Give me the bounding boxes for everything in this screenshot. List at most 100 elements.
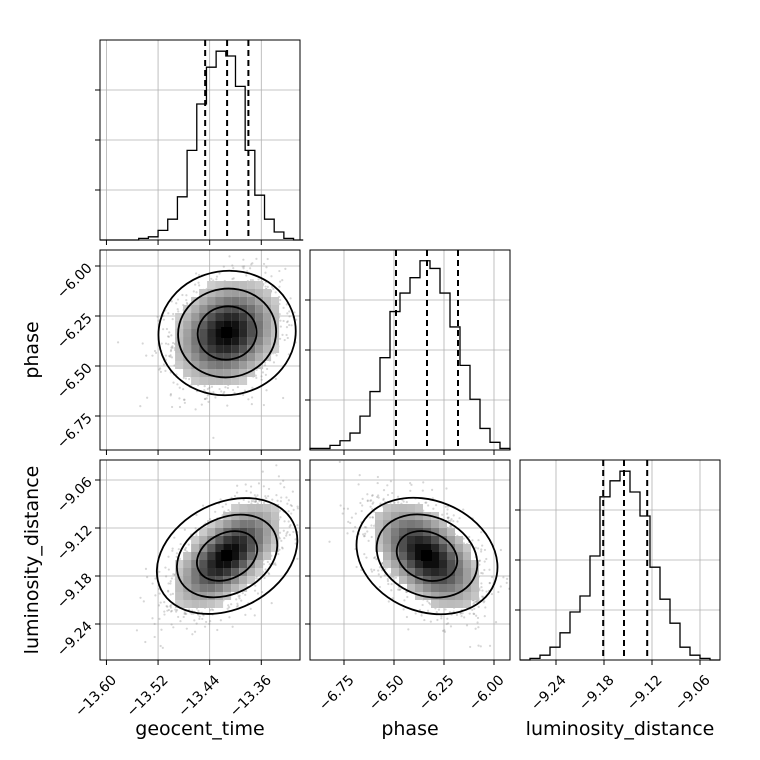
scatter-point bbox=[185, 612, 188, 615]
density-cell bbox=[231, 345, 240, 353]
scatter-point bbox=[250, 396, 254, 399]
density-cell bbox=[183, 345, 192, 353]
scatter-point bbox=[214, 396, 217, 399]
scatter-point bbox=[379, 502, 382, 505]
scatter-point bbox=[173, 364, 176, 367]
scatter-point bbox=[202, 614, 205, 617]
scatter-point bbox=[198, 615, 201, 618]
y-tick-label-phase: −6.75 bbox=[54, 410, 96, 452]
density-cell bbox=[431, 600, 439, 608]
scatter-point bbox=[371, 516, 375, 519]
scatter-point bbox=[228, 616, 231, 619]
scatter-point bbox=[405, 615, 409, 619]
scatter-point bbox=[161, 646, 164, 649]
scatter-point bbox=[376, 475, 379, 479]
scatter-point bbox=[169, 580, 172, 583]
scatter-point bbox=[270, 601, 273, 605]
scatter-point bbox=[267, 487, 271, 491]
scatter-point bbox=[429, 620, 432, 623]
density-cell bbox=[255, 329, 264, 337]
scatter-point bbox=[446, 512, 449, 515]
density-cell bbox=[255, 560, 264, 568]
hist-panel-geocent_time bbox=[95, 39, 304, 245]
scatter-point bbox=[301, 347, 303, 349]
y-tick-label-luminosity_distance: −9.18 bbox=[54, 570, 96, 612]
scatter-point bbox=[224, 386, 227, 389]
scatter-point bbox=[474, 546, 477, 549]
density-cell bbox=[431, 584, 439, 592]
scatter-point bbox=[173, 536, 176, 539]
scatter-point bbox=[446, 516, 449, 519]
density-cell bbox=[439, 544, 447, 552]
scatter-point bbox=[178, 557, 181, 561]
scatter-point bbox=[274, 563, 277, 567]
scatter-point bbox=[369, 499, 372, 502]
x-tick-label-geocent_time: −13.52 bbox=[124, 672, 172, 720]
scatter-point bbox=[289, 524, 292, 527]
scatter-point bbox=[288, 315, 291, 318]
density-cell bbox=[407, 560, 415, 568]
contour-2 bbox=[355, 496, 499, 616]
scatter-point bbox=[228, 606, 231, 609]
scatter-point bbox=[171, 317, 174, 321]
scatter-point bbox=[250, 263, 253, 266]
scatter-point bbox=[446, 516, 449, 519]
scatter-point bbox=[278, 269, 281, 273]
scatter-point bbox=[193, 630, 197, 633]
scatter-point bbox=[238, 597, 241, 600]
density-cell bbox=[207, 560, 216, 568]
scatter-point bbox=[447, 519, 450, 522]
density-cell bbox=[391, 512, 399, 520]
scatter-point bbox=[406, 595, 409, 599]
scatter-point bbox=[449, 625, 453, 628]
density-cell bbox=[191, 544, 200, 552]
density-cell bbox=[455, 576, 463, 584]
density-cell bbox=[239, 321, 248, 329]
scatter-point bbox=[245, 274, 248, 277]
panel-frame bbox=[99, 249, 301, 451]
density-cell bbox=[447, 568, 455, 576]
density-cell bbox=[247, 297, 256, 305]
scatter-point bbox=[172, 341, 175, 345]
density-cell bbox=[231, 337, 240, 345]
scatter-point bbox=[272, 563, 275, 566]
scatter-point bbox=[485, 557, 488, 561]
scatter-point bbox=[184, 612, 187, 616]
density-cell bbox=[447, 584, 455, 592]
contour-1 bbox=[375, 513, 479, 599]
x-tick-label-geocent_time: −13.44 bbox=[175, 672, 223, 720]
scatter-point bbox=[386, 578, 389, 581]
density-cell bbox=[399, 504, 407, 512]
scatter-point bbox=[158, 368, 161, 371]
scatter-point bbox=[278, 280, 282, 283]
scatter-point bbox=[390, 589, 393, 592]
scatter-point bbox=[471, 539, 474, 542]
scatter-point bbox=[204, 397, 207, 400]
scatter-point bbox=[227, 508, 230, 512]
scatter-point bbox=[440, 617, 443, 620]
histogram-geocent_time bbox=[100, 50, 304, 241]
scatter-point bbox=[407, 628, 410, 631]
scatter-point bbox=[168, 331, 171, 334]
scatter-point bbox=[162, 363, 166, 366]
density-cell bbox=[191, 361, 200, 369]
scatter-point bbox=[162, 318, 166, 321]
scatter-point bbox=[185, 299, 188, 302]
density-cell bbox=[215, 297, 224, 305]
scatter-point bbox=[270, 275, 273, 278]
density-cell bbox=[247, 568, 256, 576]
contour-2 bbox=[155, 497, 299, 615]
density-cell bbox=[183, 321, 192, 329]
scatter-point bbox=[366, 530, 369, 533]
scatter-point bbox=[365, 556, 368, 559]
scatter-point bbox=[372, 501, 375, 504]
scatter-point bbox=[437, 608, 441, 611]
scatter-point bbox=[303, 483, 305, 485]
scatter-point bbox=[243, 389, 247, 392]
density-cell bbox=[199, 568, 208, 576]
scatter-point bbox=[257, 482, 261, 485]
scatter-point bbox=[170, 577, 173, 580]
scatter-point bbox=[278, 509, 282, 512]
density-cell bbox=[215, 536, 224, 544]
scatter-point bbox=[372, 510, 376, 513]
